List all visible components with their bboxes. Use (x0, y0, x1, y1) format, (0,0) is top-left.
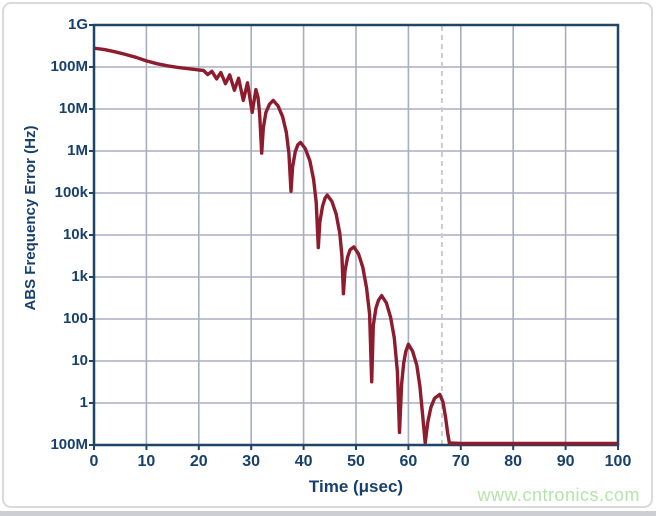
y-tick-label: 1k (71, 268, 88, 285)
y-tick-label: 1G (67, 16, 88, 33)
bottom-edge-strip (0, 511, 656, 516)
y-tick-label: 10M (58, 100, 88, 117)
plot-frame (92, 23, 620, 447)
x-tick-label: 100 (604, 453, 632, 470)
y-tick-label: 10k (62, 226, 88, 243)
x-tick-label: 60 (399, 453, 418, 470)
y-tick-label: 1M (67, 142, 88, 159)
y-tick-label: 100M (50, 436, 88, 453)
y-tick-label: 100k (54, 184, 88, 201)
y-tick-label: 100 (62, 310, 88, 327)
x-axis-title: Time (μsec) (308, 477, 404, 496)
x-tick-label: 40 (294, 453, 313, 470)
x-tick-label: 20 (189, 453, 208, 470)
y-axis-title: ABS Frequency Error (Hz) (22, 125, 39, 311)
y-tick-label: 10 (71, 352, 88, 369)
x-tick-label: 50 (347, 453, 365, 470)
x-tick-label: 70 (451, 453, 470, 470)
watermark: www.cntronics.com (477, 485, 640, 505)
x-tick-label: 10 (137, 453, 156, 470)
x-tick-label: 0 (89, 453, 99, 470)
y-tick-label: 1 (79, 394, 88, 411)
x-tick-label: 30 (242, 453, 261, 470)
y-tick-label: 100M (50, 58, 88, 75)
x-tick-label: 80 (504, 453, 523, 470)
series-abs-frequency-error (95, 46, 617, 446)
x-tick-label: 90 (556, 453, 575, 470)
